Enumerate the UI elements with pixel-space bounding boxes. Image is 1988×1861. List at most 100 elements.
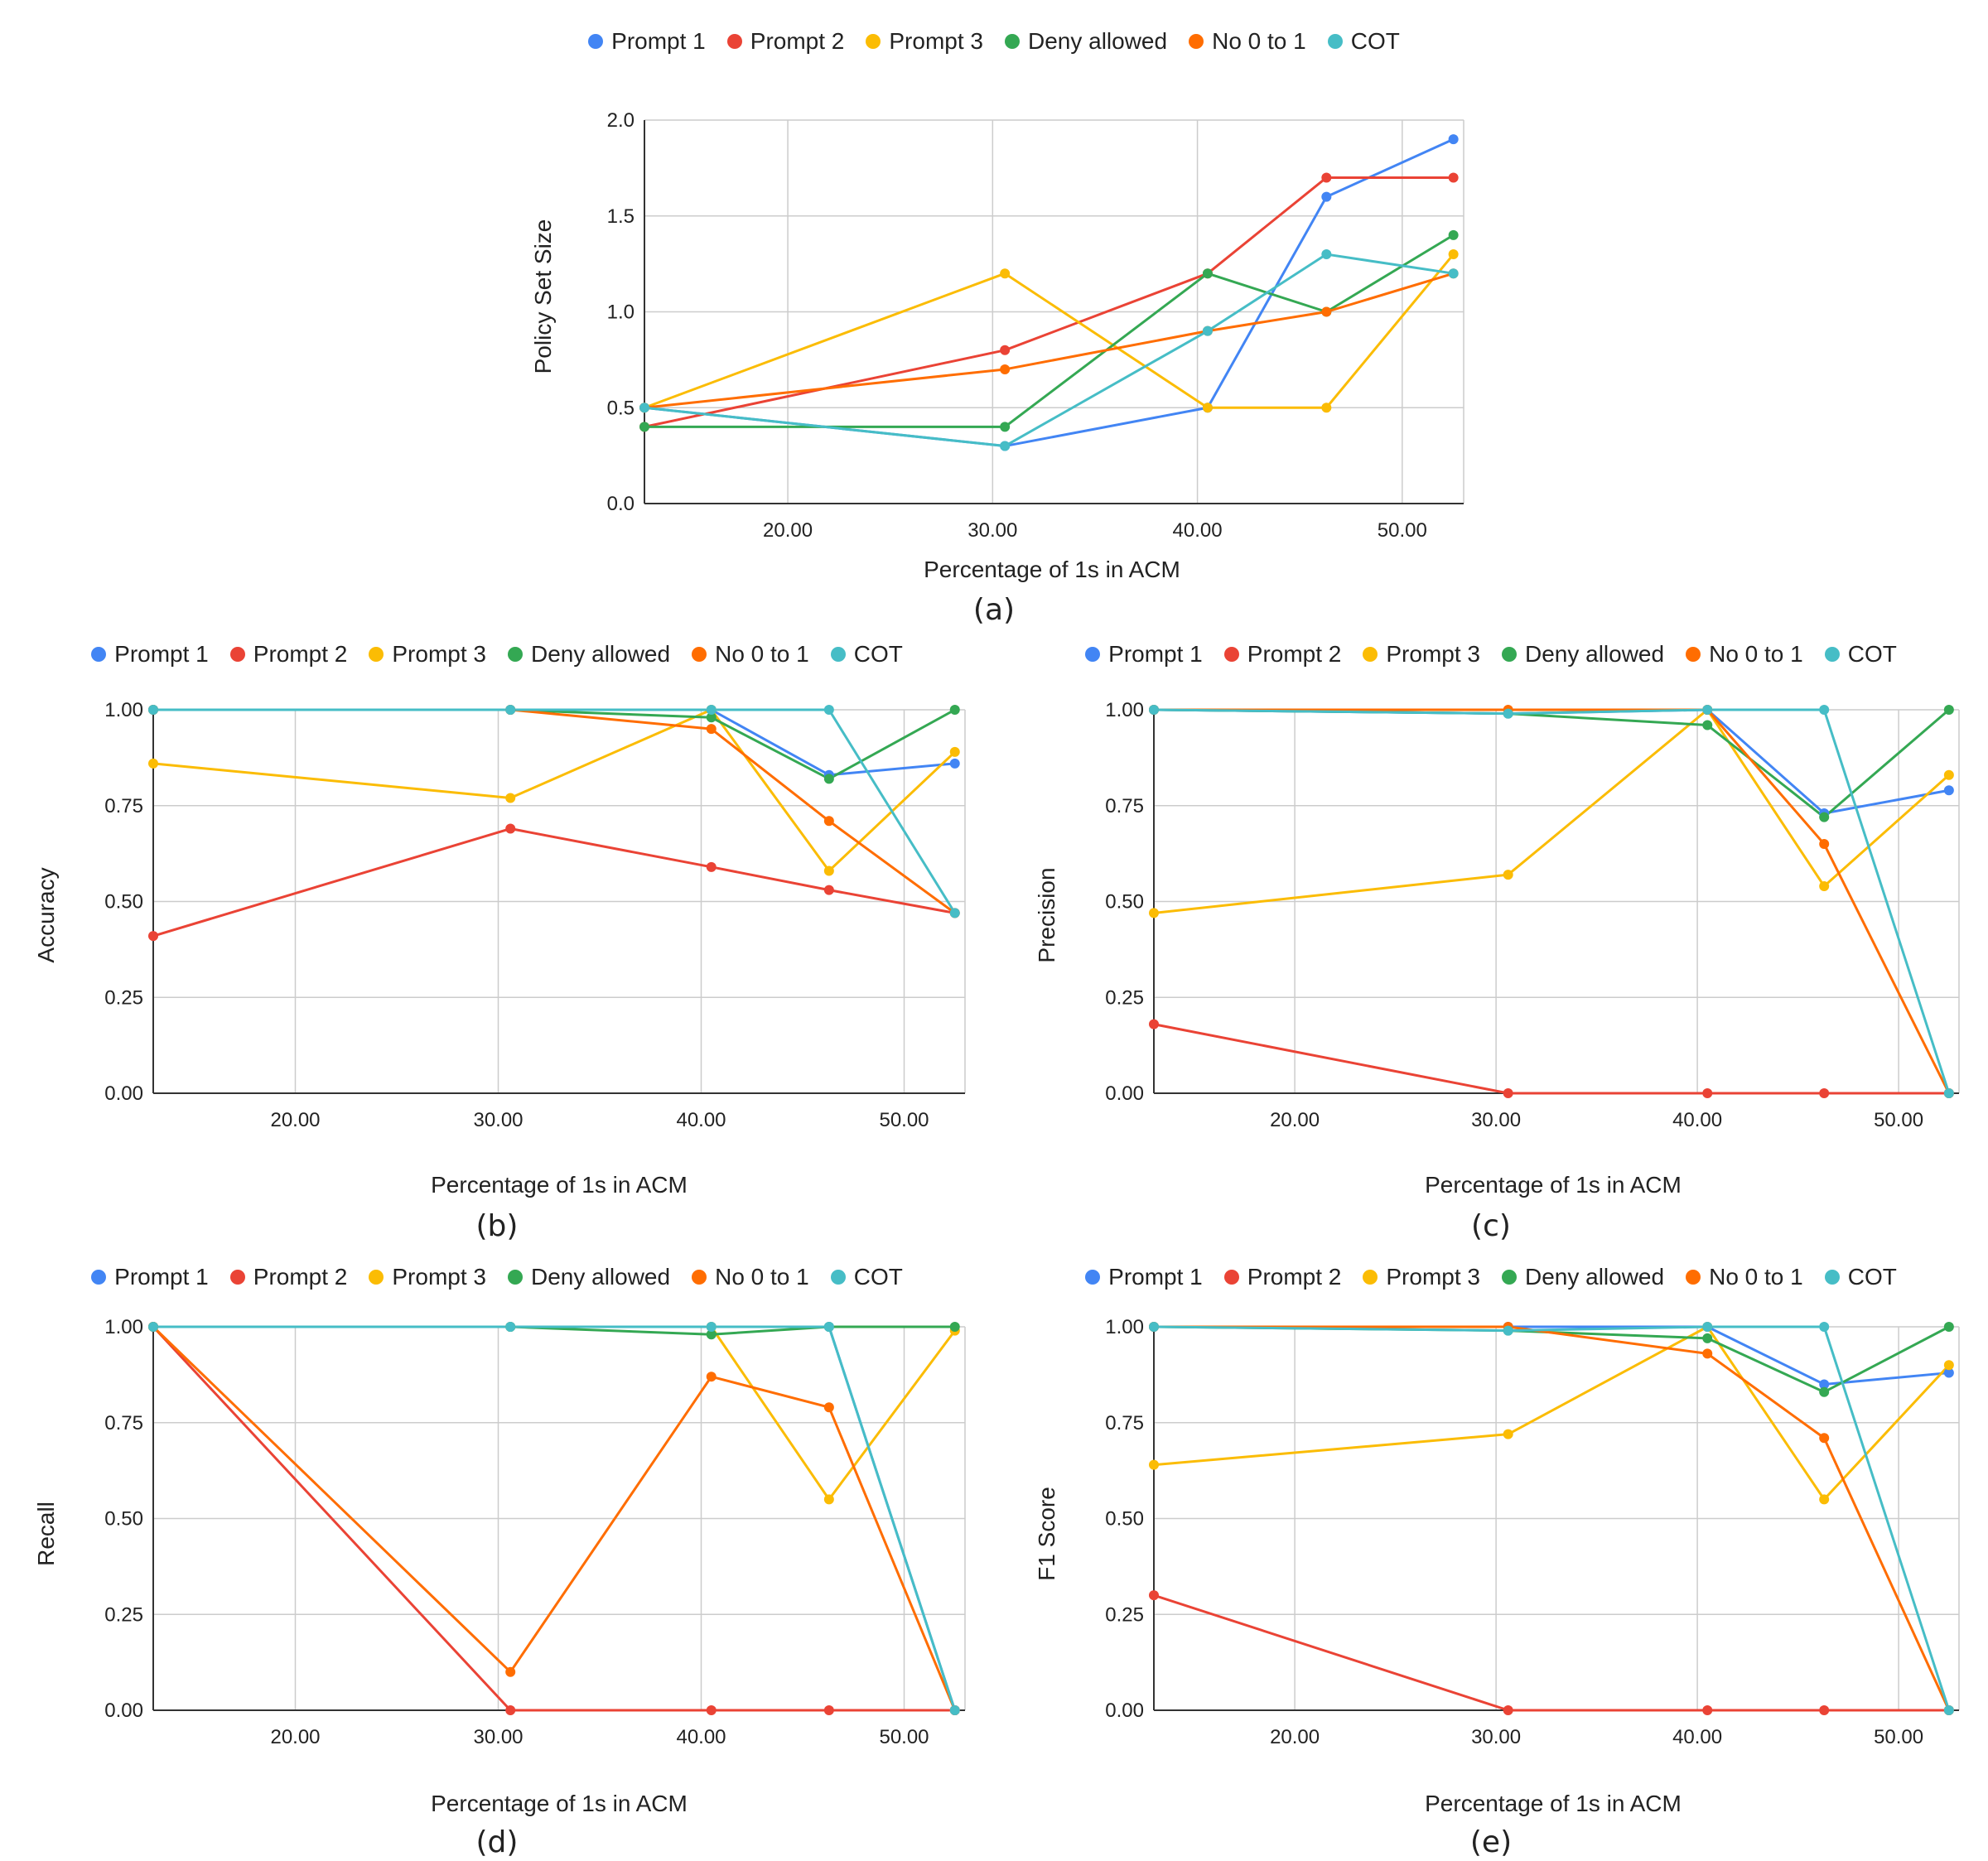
y-axis-label-d: Recall xyxy=(33,1502,59,1566)
x-axis-label-b: Percentage of 1s in ACM xyxy=(431,1172,688,1198)
data-point-prompt-3 xyxy=(148,758,158,769)
data-point-prompt-2 xyxy=(1702,1088,1713,1098)
x-tick-label: 50.00 xyxy=(1874,1726,1923,1748)
data-point-deny-allowed xyxy=(823,774,834,784)
data-point-no-0-to-1 xyxy=(1000,364,1011,374)
data-point-cot xyxy=(1819,705,1830,715)
legend-label: Prompt 2 xyxy=(1247,641,1342,667)
data-point-deny-allowed xyxy=(1202,268,1213,279)
data-point-prompt-3 xyxy=(1321,403,1332,413)
y-tick-label: 0.50 xyxy=(1105,891,1144,914)
x-tick-label: 50.00 xyxy=(879,1726,929,1748)
legend-label: Prompt 2 xyxy=(1247,1264,1342,1290)
x-tick-label: 20.00 xyxy=(1270,1109,1320,1131)
legend-marker-icon xyxy=(1824,1270,1840,1285)
legend-label: Prompt 2 xyxy=(253,641,348,667)
x-tick-label: 20.00 xyxy=(763,519,813,542)
legend-item-no-0-to-1: No 0 to 1 xyxy=(692,641,809,668)
legend-marker-icon xyxy=(830,1270,846,1285)
data-point-prompt-2 xyxy=(1149,1590,1159,1601)
x-axis-label-a: Percentage of 1s in ACM xyxy=(924,557,1180,582)
data-point-cot xyxy=(1202,325,1213,336)
data-point-no-0-to-1 xyxy=(823,816,834,827)
data-point-cot xyxy=(1943,1705,1954,1715)
legend-label: Prompt 3 xyxy=(392,1264,486,1290)
legend-item-prompt-2: Prompt 2 xyxy=(1223,1264,1342,1290)
data-point-cot xyxy=(148,1322,158,1332)
data-point-deny-allowed xyxy=(1702,720,1713,730)
legend-marker-icon xyxy=(1004,34,1020,49)
data-point-prompt-2 xyxy=(1149,1019,1159,1029)
data-point-deny-allowed xyxy=(1000,422,1011,432)
legend-marker-icon xyxy=(1223,647,1239,662)
data-point-prompt-2 xyxy=(505,823,516,834)
chart-e: Prompt 1 Prompt 2 Prompt 3 Deny allowed No 0… xyxy=(994,1261,1988,1861)
legend-marker-icon xyxy=(507,647,523,662)
data-point-prompt-1 xyxy=(1819,1379,1830,1390)
panel-label-a: (a) xyxy=(972,593,1016,627)
legend-label: Prompt 3 xyxy=(889,28,983,54)
legend-marker-icon xyxy=(692,1270,707,1285)
x-tick-label: 30.00 xyxy=(473,1109,523,1131)
legend-item-no-0-to-1: No 0 to 1 xyxy=(1686,641,1803,668)
legend-label: Prompt 1 xyxy=(1108,1264,1203,1290)
y-axis-label-b: Accuracy xyxy=(33,867,59,963)
legend-marker-icon xyxy=(1223,1270,1239,1285)
data-point-deny-allowed xyxy=(949,1322,960,1332)
chart-d: Prompt 1 Prompt 2 Prompt 3 Deny allowed No 0… xyxy=(0,1261,994,1861)
x-tick-label: 30.00 xyxy=(473,1726,523,1748)
legend-marker-icon xyxy=(1363,1270,1378,1285)
legend-item-prompt-1: Prompt 1 xyxy=(91,641,209,668)
data-point-prompt-3 xyxy=(1819,1494,1830,1505)
legend-b: Prompt 1 Prompt 2 Prompt 3 Deny allowed No 0… xyxy=(0,638,994,671)
legend-label: COT xyxy=(1350,28,1400,54)
legend-label: Prompt 1 xyxy=(611,28,706,54)
y-axis-label-e: F1 Score xyxy=(1034,1487,1059,1581)
legend-marker-icon xyxy=(830,647,846,662)
legend-item-prompt-1: Prompt 1 xyxy=(588,28,706,55)
legend-marker-icon xyxy=(369,1270,384,1285)
y-tick-label: 1.00 xyxy=(1105,699,1144,721)
chart-c: Prompt 1 Prompt 2 Prompt 3 Deny allowed No 0… xyxy=(994,638,1988,1251)
y-tick-label: 0.00 xyxy=(1105,1699,1144,1722)
y-tick-label: 0.00 xyxy=(1105,1082,1144,1105)
y-tick-label: 0.50 xyxy=(1105,1508,1144,1531)
data-point-prompt-1 xyxy=(1448,134,1459,145)
plot-b: 0.00 0.25 0.50 0.75 1.00 20.00 30.00 40.00 50.00 xyxy=(104,699,966,1131)
legend-marker-icon xyxy=(91,647,107,662)
legend-marker-icon xyxy=(229,1270,245,1285)
data-point-no-0-to-1 xyxy=(706,724,717,735)
series-line-prompt-3 xyxy=(1153,1325,1950,1501)
data-point-prompt-2 xyxy=(1448,172,1459,183)
data-point-prompt-1 xyxy=(1321,191,1332,202)
data-point-cot xyxy=(823,1322,834,1332)
data-point-prompt-3 xyxy=(1202,403,1213,413)
plot-e: 0.00 0.25 0.50 0.75 1.00 20.00 30.00 40.00 50.00 xyxy=(1105,1316,1960,1748)
legend-label: No 0 to 1 xyxy=(715,641,809,667)
series-line-deny-allowed xyxy=(644,234,1455,428)
legend-a: Prompt 1 Prompt 2 Prompt 3 Deny allowed No 0… xyxy=(514,25,1474,58)
legend-item-prompt-3: Prompt 3 xyxy=(1363,1264,1480,1290)
y-tick-label: 1.00 xyxy=(1105,1316,1144,1338)
series-line-prompt-3 xyxy=(153,1325,956,1501)
legend-item-prompt-2: Prompt 2 xyxy=(229,1264,347,1290)
y-tick-label: 0.50 xyxy=(104,1508,143,1531)
legend-label: Prompt 2 xyxy=(750,28,845,54)
legend-item-prompt-1: Prompt 1 xyxy=(1085,1264,1203,1290)
legend-item-prompt-3: Prompt 3 xyxy=(369,641,486,668)
legend-label: Deny allowed xyxy=(1027,28,1168,54)
data-point-prompt-2 xyxy=(148,931,158,942)
legend-marker-icon xyxy=(1085,1270,1101,1285)
data-point-prompt-1 xyxy=(949,758,960,769)
y-tick-label: 0.00 xyxy=(104,1699,143,1722)
data-point-deny-allowed xyxy=(706,712,717,723)
data-point-prompt-1 xyxy=(1943,785,1954,796)
legend-item-cot: COT xyxy=(1824,1264,1897,1290)
y-tick-label: 1.00 xyxy=(104,699,143,721)
data-point-prompt-3 xyxy=(1448,249,1459,260)
series-line-cot xyxy=(644,253,1454,448)
data-point-deny-allowed xyxy=(1819,1386,1830,1397)
legend-label: COT xyxy=(1847,641,1897,667)
legend-label: COT xyxy=(853,1264,903,1290)
series-line-prompt-3 xyxy=(644,253,1455,409)
